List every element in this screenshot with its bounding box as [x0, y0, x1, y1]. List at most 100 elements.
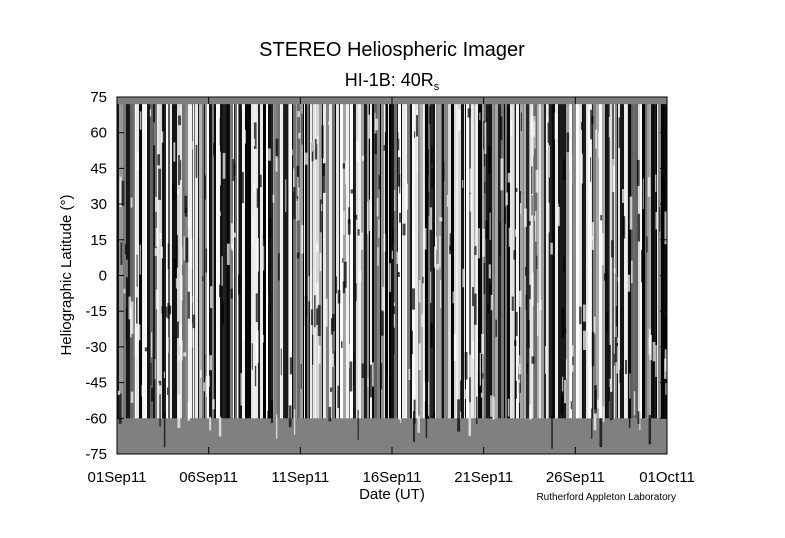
image-stripe: [423, 104, 424, 419]
image-streak: [524, 266, 527, 276]
image-stripe: [593, 104, 596, 419]
image-stripe: [464, 104, 465, 419]
image-streak: [252, 138, 256, 147]
image-streak: [637, 213, 641, 242]
chart-title: STEREO Heliospheric Imager: [259, 39, 525, 61]
image-streak: [394, 189, 396, 211]
image-streak: [163, 413, 166, 448]
image-streak: [350, 189, 354, 194]
image-stripe: [263, 104, 266, 419]
image-streak: [179, 160, 182, 181]
image-streak: [499, 222, 501, 257]
image-streak: [515, 187, 518, 192]
image-streak: [208, 375, 210, 387]
image-streak: [416, 160, 418, 173]
image-streak: [529, 284, 531, 300]
image-streak: [304, 152, 308, 165]
image-stripe: [188, 104, 189, 419]
image-streak: [479, 352, 482, 386]
image-streak: [514, 380, 518, 399]
image-streak: [510, 120, 513, 136]
image-streak: [378, 174, 380, 190]
image-streak: [499, 116, 503, 140]
image-stripe: [207, 104, 209, 419]
image-stripe: [560, 104, 563, 419]
image-streak: [655, 174, 657, 192]
image-stripe: [520, 104, 523, 419]
image-streak: [622, 216, 626, 239]
image-streak: [393, 302, 395, 328]
image-stripe: [147, 104, 150, 419]
image-streak: [652, 341, 656, 362]
image-streak: [566, 132, 570, 152]
image-streak: [473, 293, 477, 325]
image-streak: [328, 121, 331, 126]
image-streak: [321, 125, 324, 159]
image-streak: [518, 290, 522, 307]
image-streak: [562, 376, 564, 393]
image-stripe: [456, 104, 458, 419]
image-stripe: [384, 104, 385, 419]
image-stripe: [514, 104, 515, 419]
image-streak: [361, 155, 365, 161]
image-streak: [423, 382, 426, 402]
image-streak: [544, 346, 547, 374]
image-streak: [609, 391, 613, 421]
image-streak: [167, 302, 170, 319]
image-streak: [631, 260, 633, 284]
image-stripe: [159, 104, 162, 419]
image-stripe: [225, 104, 227, 419]
image-streak: [519, 191, 522, 204]
image-stripe: [380, 104, 381, 419]
image-streak: [296, 200, 298, 222]
image-streak: [433, 410, 436, 418]
image-streak: [322, 163, 325, 176]
image-streak: [569, 140, 571, 171]
image-streak: [423, 228, 427, 250]
image-streak: [595, 129, 597, 149]
image-streak: [176, 321, 180, 339]
image-stripe: [361, 104, 364, 419]
image-streak: [608, 344, 611, 379]
image-streak: [379, 362, 383, 390]
image-streak: [400, 417, 402, 424]
image-streak: [427, 170, 429, 200]
image-streak: [161, 131, 164, 143]
image-streak: [412, 227, 415, 240]
image-streak: [485, 220, 489, 240]
image-stripe: [242, 104, 245, 419]
image-streak: [593, 316, 596, 334]
image-streak: [622, 189, 625, 203]
image-streak: [187, 219, 191, 227]
image-stripe: [478, 104, 479, 419]
image-streak: [505, 192, 508, 205]
image-streak: [560, 391, 564, 415]
image-streak: [173, 192, 176, 201]
image-streak: [398, 411, 401, 420]
image-streak: [209, 355, 213, 371]
image-streak: [172, 183, 175, 200]
image-streak: [158, 380, 162, 386]
image-streak: [166, 387, 169, 395]
image-stripe: [375, 104, 377, 419]
image-stripe: [346, 104, 349, 419]
image-streak: [150, 363, 152, 386]
image-stripe: [369, 104, 370, 419]
image-streak: [344, 261, 347, 288]
image-streak: [242, 321, 245, 341]
image-streak: [435, 236, 438, 250]
image-streak: [345, 160, 348, 184]
image-streak: [427, 382, 430, 416]
image-stripe: [296, 104, 297, 419]
image-streak: [665, 382, 667, 395]
image-streak: [410, 330, 413, 355]
image-streak: [378, 219, 380, 238]
image-streak: [349, 361, 353, 392]
image-stripe: [557, 104, 558, 419]
image-streak: [418, 280, 421, 303]
image-streak: [305, 295, 308, 315]
image-streak: [612, 158, 614, 193]
image-streak: [230, 288, 233, 299]
image-stripe: [642, 104, 645, 419]
image-streak: [159, 394, 161, 427]
